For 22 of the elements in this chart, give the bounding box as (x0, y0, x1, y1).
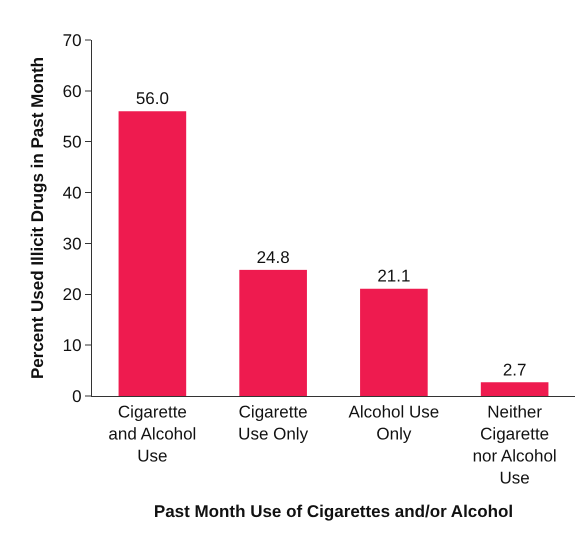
bar (239, 270, 307, 396)
data-label: 2.7 (502, 360, 526, 380)
data-label: 24.8 (256, 248, 290, 267)
y-tick-label: 40 (62, 184, 82, 203)
bar (118, 111, 186, 396)
y-tick-label: 20 (62, 285, 82, 304)
y-tick-label: 10 (62, 336, 82, 356)
y-tick-label: 30 (62, 234, 82, 254)
bar (480, 382, 548, 396)
y-tick-label: 0 (72, 386, 82, 406)
x-axis-title: Past Month Use of Cigarettes and/or Alcohol (154, 502, 514, 522)
data-label: 56.0 (136, 89, 169, 108)
y-tick-label: 70 (62, 30, 82, 50)
x-tick-label: Cigarette and Alcohol Use (108, 402, 196, 466)
y-tick-label: 50 (62, 132, 82, 152)
y-tick-label: 60 (62, 82, 82, 101)
bar (360, 288, 428, 396)
y-axis-title: Percent Used Illicit Drugs in Past Month (28, 56, 48, 380)
x-tick-label: Cigarette Use Only (238, 402, 309, 444)
x-tick-label: Alcohol Use Only (348, 402, 440, 444)
x-tick-label: Neither Cigarette nor Alcohol Use (472, 402, 557, 488)
data-label: 21.1 (377, 266, 410, 286)
